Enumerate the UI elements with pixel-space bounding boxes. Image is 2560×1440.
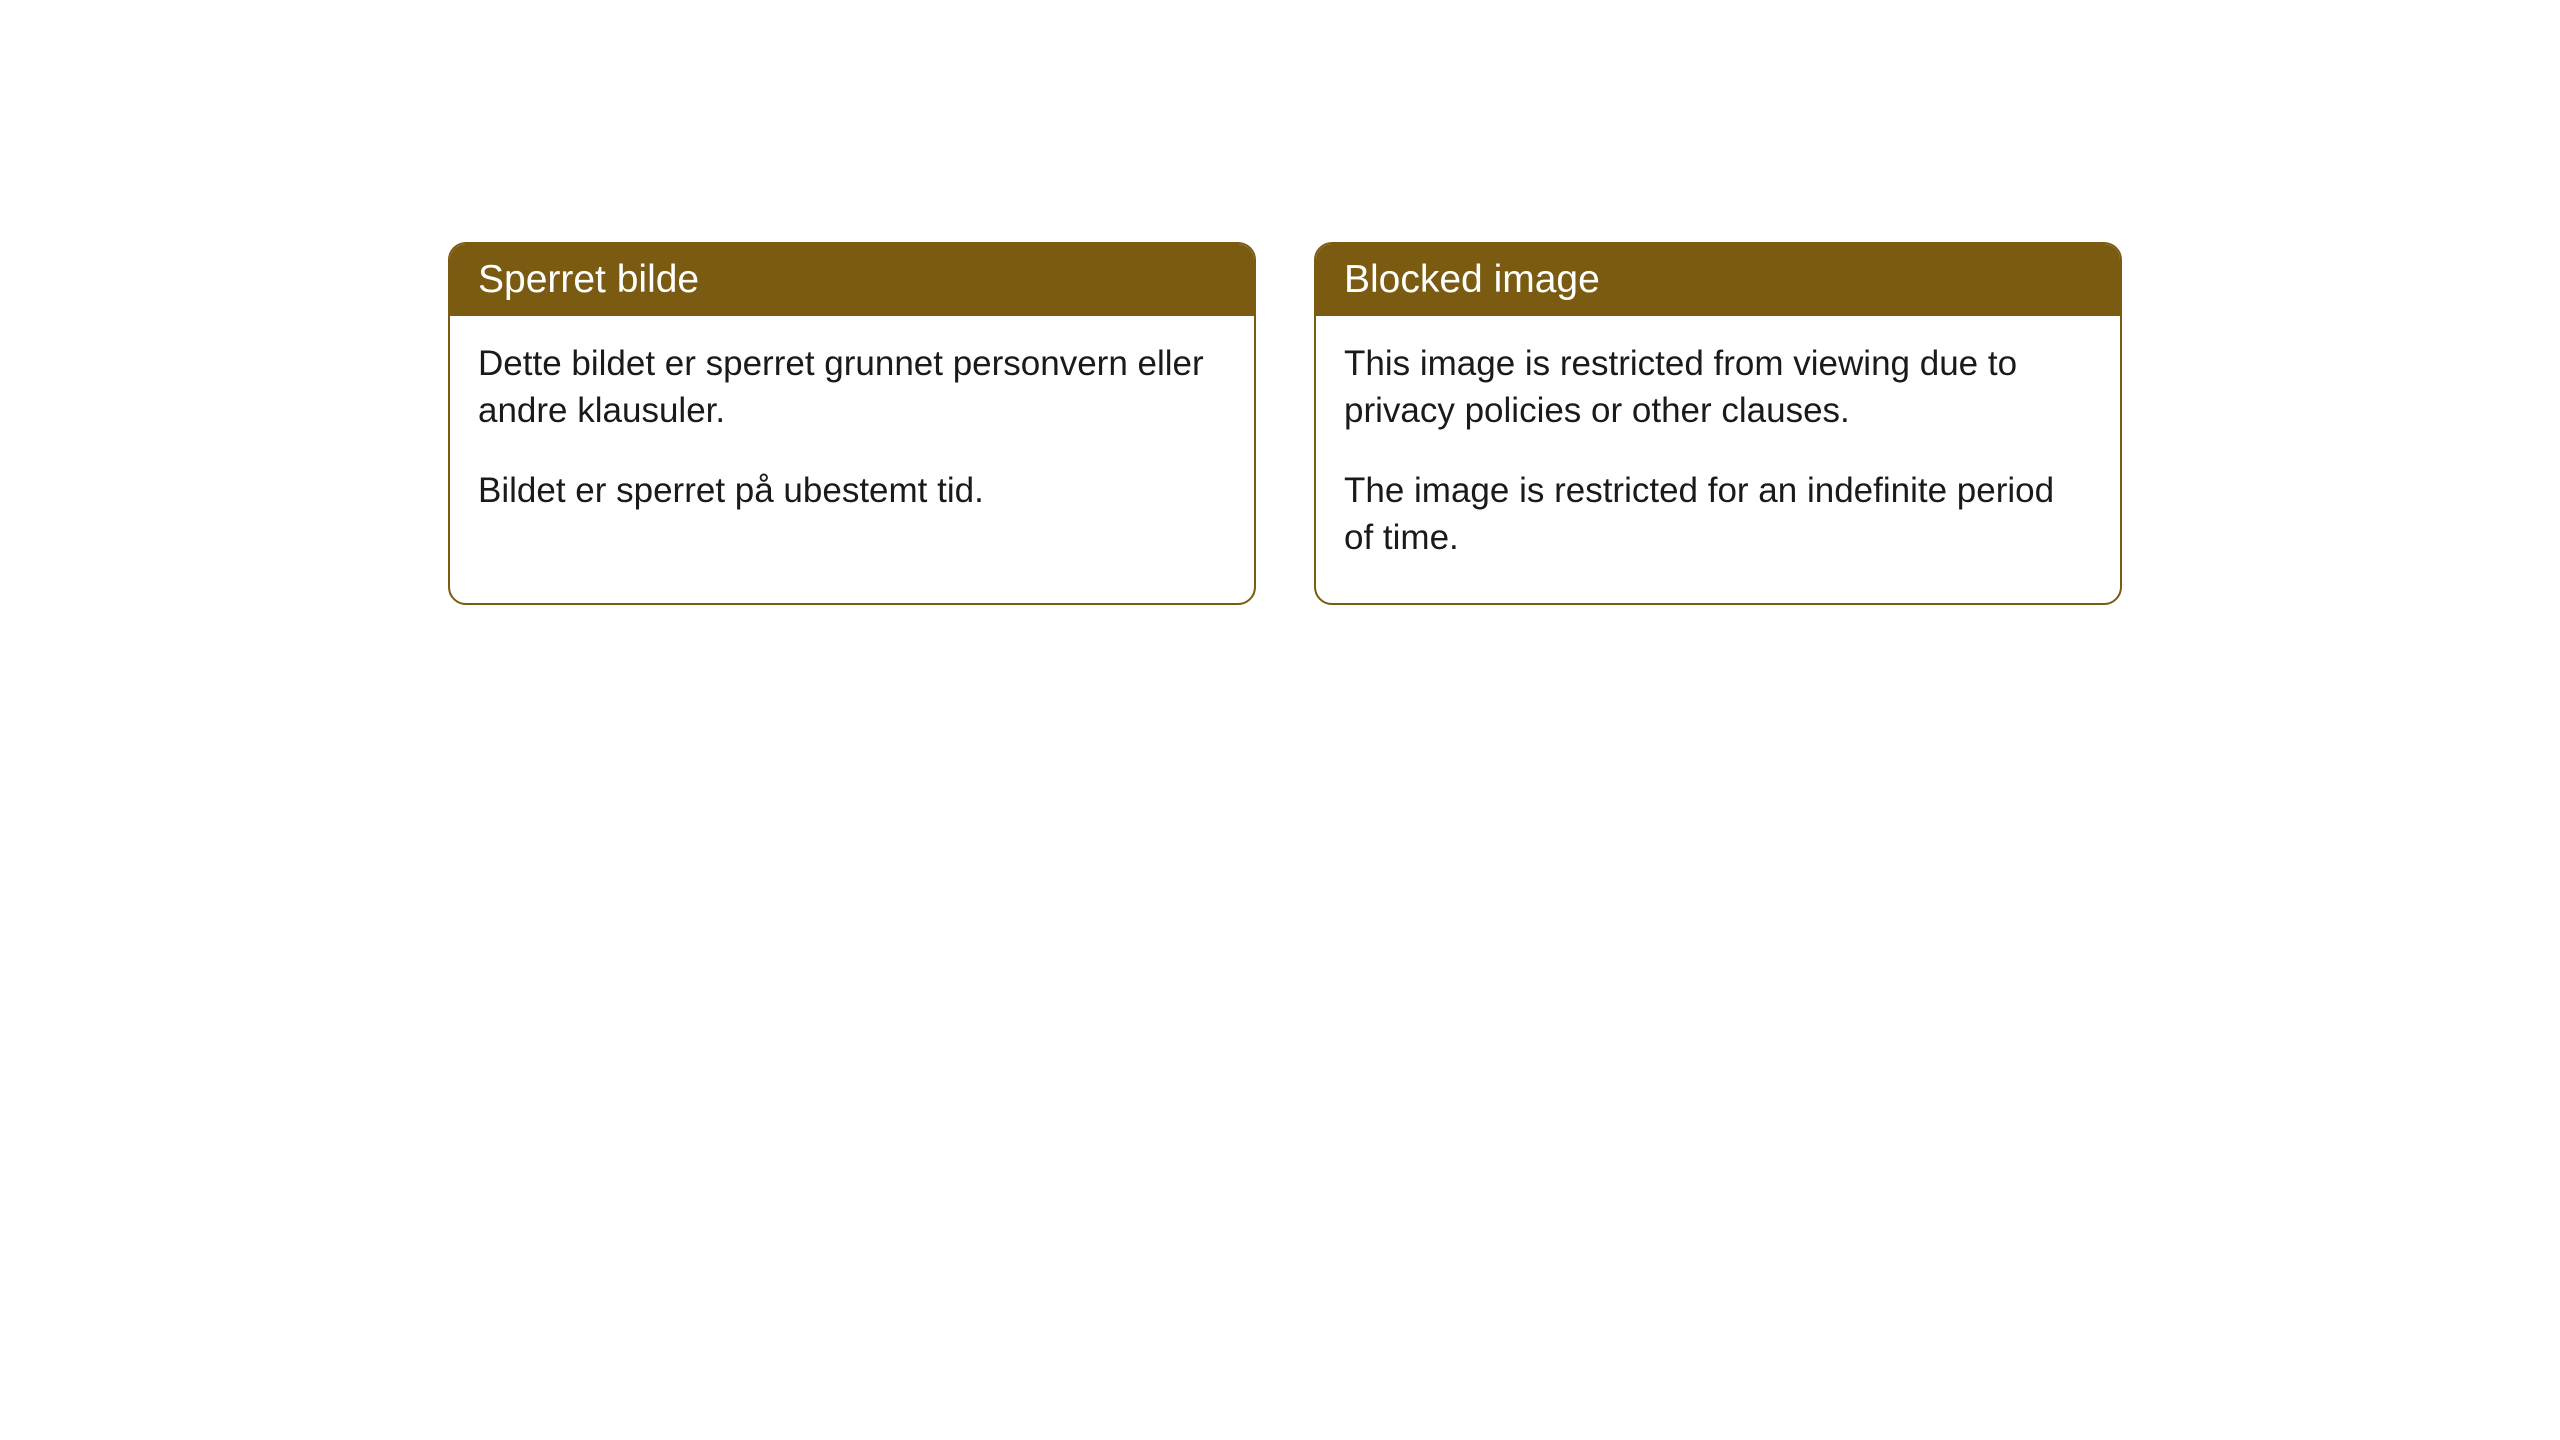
card-body-en: This image is restricted from viewing du…: [1316, 316, 2120, 603]
blocked-image-card-no: Sperret bilde Dette bildet er sperret gr…: [448, 242, 1256, 605]
card-header-en: Blocked image: [1316, 244, 2120, 316]
card-paragraph-no-1: Dette bildet er sperret grunnet personve…: [478, 340, 1226, 435]
blocked-image-card-en: Blocked image This image is restricted f…: [1314, 242, 2122, 605]
card-paragraph-no-2: Bildet er sperret på ubestemt tid.: [478, 467, 1226, 514]
card-paragraph-en-1: This image is restricted from viewing du…: [1344, 340, 2092, 435]
card-title-no: Sperret bilde: [478, 258, 699, 301]
card-title-en: Blocked image: [1344, 258, 1600, 301]
cards-container: Sperret bilde Dette bildet er sperret gr…: [0, 0, 2560, 605]
card-body-no: Dette bildet er sperret grunnet personve…: [450, 316, 1254, 556]
card-header-no: Sperret bilde: [450, 244, 1254, 316]
card-paragraph-en-2: The image is restricted for an indefinit…: [1344, 467, 2092, 562]
